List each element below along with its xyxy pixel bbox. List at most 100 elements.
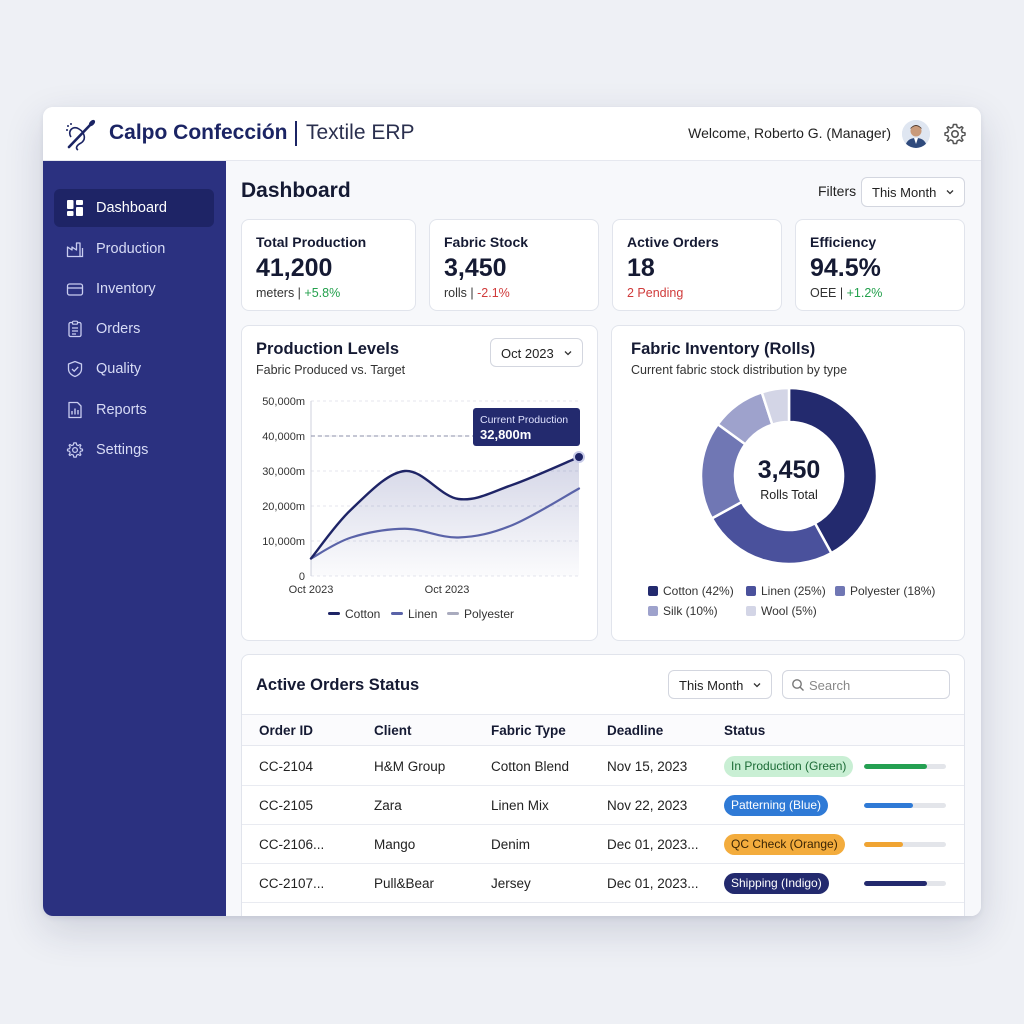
orders-period-select[interactable]: This Month [668,670,772,699]
shield-check-icon [67,360,83,378]
page-title: Dashboard [241,179,351,202]
orders-card-title: Active Orders Status [256,676,420,694]
progress-bar [864,842,946,847]
box-icon [66,283,84,296]
x-tick-label: Oct 2023 [289,584,334,596]
fabric-type: Denim [491,837,531,852]
sidebar-item-label: Dashboard [96,200,167,216]
kpi-title: Total Production [256,234,367,250]
kpi-value: 94.5% [810,254,881,282]
clipboard-icon [68,320,82,338]
sidebar-item-label: Production [96,241,166,257]
search-input[interactable] [809,676,943,694]
progress-bar [864,803,946,808]
y-tick-label: 50,000m [262,396,305,408]
fabric-type: Jersey [491,876,531,891]
x-tick-label: Oct 2023 [425,584,470,596]
kpi-delta: +5.8% [304,286,341,300]
brand-subtitle: Textile ERP [306,121,415,144]
legend-item-polyester: Polyester (18%) [835,584,935,598]
settings-gear-icon[interactable] [943,122,967,146]
column-header-fabric-type[interactable]: Fabric Type [491,723,566,738]
y-tick-label: 30,000m [262,466,305,478]
kpi-subtext: meters | +5.8% [256,286,340,300]
user-avatar-icon [902,120,930,148]
avatar[interactable] [902,120,930,148]
series-line-linen [309,487,581,560]
legend-item-linen: Linen [391,607,437,621]
kpi-title: Active Orders [627,234,719,250]
column-header-client[interactable]: Client [374,723,412,738]
deadline: Nov 15, 2023 [607,759,688,774]
y-tick-label: 20,000m [262,501,305,513]
table-row[interactable]: CC-2107... Pull&Bear Jersey Dec 01, 2023… [242,864,964,903]
production-levels-card: Production Levels Fabric Produced vs. Ta… [241,325,598,641]
app-window: Calpo Confección Textile ERP Welcome, Ro… [43,107,981,916]
sidebar-item-settings[interactable]: Settings [54,431,214,469]
gear-icon [66,442,84,458]
kpi-unit: rolls | [444,286,474,300]
legend-item-cotton: Cotton [328,607,380,621]
legend-item-polyester: Polyester [447,607,514,621]
orders-table-header: Order ID Client Fabric Type Deadline Sta… [242,714,964,746]
sidebar-item-quality[interactable]: Quality [54,350,214,388]
client-name: Mango [374,837,416,852]
sidebar-item-inventory[interactable]: Inventory [54,270,214,308]
welcome-text: Welcome, Roberto G. (Manager) [688,125,891,141]
order-id: CC-2104 [259,759,314,774]
table-row[interactable]: CC-2104 H&M Group Cotton Blend Nov 15, 2… [242,747,964,786]
table-row[interactable]: CC-2106... Mango Denim Dec 01, 2023... Q… [242,825,964,864]
client-name: Zara [374,798,402,813]
sidebar-item-orders[interactable]: Orders [54,310,214,348]
period-filter-select[interactable]: This Month [861,177,965,207]
order-id: CC-2105 [259,798,314,813]
brand-name: Calpo Confección [109,121,288,144]
inventory-donut-chart [699,386,879,566]
legend-label: Linen [408,607,438,621]
column-header-deadline[interactable]: Deadline [607,723,664,738]
sidebar-item-label: Settings [96,442,149,458]
production-period-value: Oct 2023 [501,346,554,361]
kpi-delta: -2.1% [477,286,510,300]
legend-label: Cotton [345,607,381,621]
progress-bar-fill [864,803,914,808]
legend-item-linen: Linen (25%) [746,584,826,598]
y-tick-label: 10,000m [262,536,305,548]
sidebar-item-label: Orders [96,321,141,337]
sidebar-item-production[interactable]: Production [54,230,214,268]
chevron-down-icon [753,683,761,688]
kpi-value: 41,200 [256,254,333,282]
deadline: Dec 01, 2023... [607,837,699,852]
kpi-delta: +1.2% [846,286,883,300]
legend-label: Linen (25%) [761,584,826,598]
kpi-subtext: OEE | +1.2% [810,286,882,300]
orders-period-value: This Month [679,678,744,693]
column-header-order-id[interactable]: Order ID [259,723,314,738]
orders-search-box[interactable] [782,670,950,699]
sidebar: Dashboard Production Inventory Orders [43,161,226,916]
status-badge: Patterning (Blue) [724,795,829,816]
kpi-subtext: 2 Pending [627,286,683,300]
legend-label: Polyester [464,607,515,621]
client-name: Pull&Bear [374,876,435,891]
kpi-card-efficiency: Efficiency 94.5% OEE | +1.2% [795,219,965,311]
sidebar-item-label: Reports [96,402,147,418]
filters-label: Filters [818,183,857,199]
period-filter-value: This Month [872,185,937,200]
legend-label: Silk (10%) [663,604,718,618]
production-card-subtitle: Fabric Produced vs. Target [256,363,406,377]
status-badge: QC Check (Orange) [724,834,845,855]
legend-item-silk: Silk (10%) [648,604,718,618]
production-card-title: Production Levels [256,340,400,358]
column-header-status[interactable]: Status [724,723,766,738]
sidebar-item-label: Quality [96,361,142,377]
kpi-value: 18 [627,254,655,282]
table-row[interactable]: CC-2105 Zara Linen Mix Nov 22, 2023 Patt… [242,786,964,825]
production-period-select[interactable]: Oct 2023 [490,338,583,367]
fabric-type: Linen Mix [491,798,549,813]
inventory-card-subtitle: Current fabric stock distribution by typ… [631,363,848,377]
sidebar-item-dashboard[interactable]: Dashboard [54,189,214,227]
sidebar-item-reports[interactable]: Reports [54,391,214,429]
y-tick-label: 0 [299,571,305,583]
